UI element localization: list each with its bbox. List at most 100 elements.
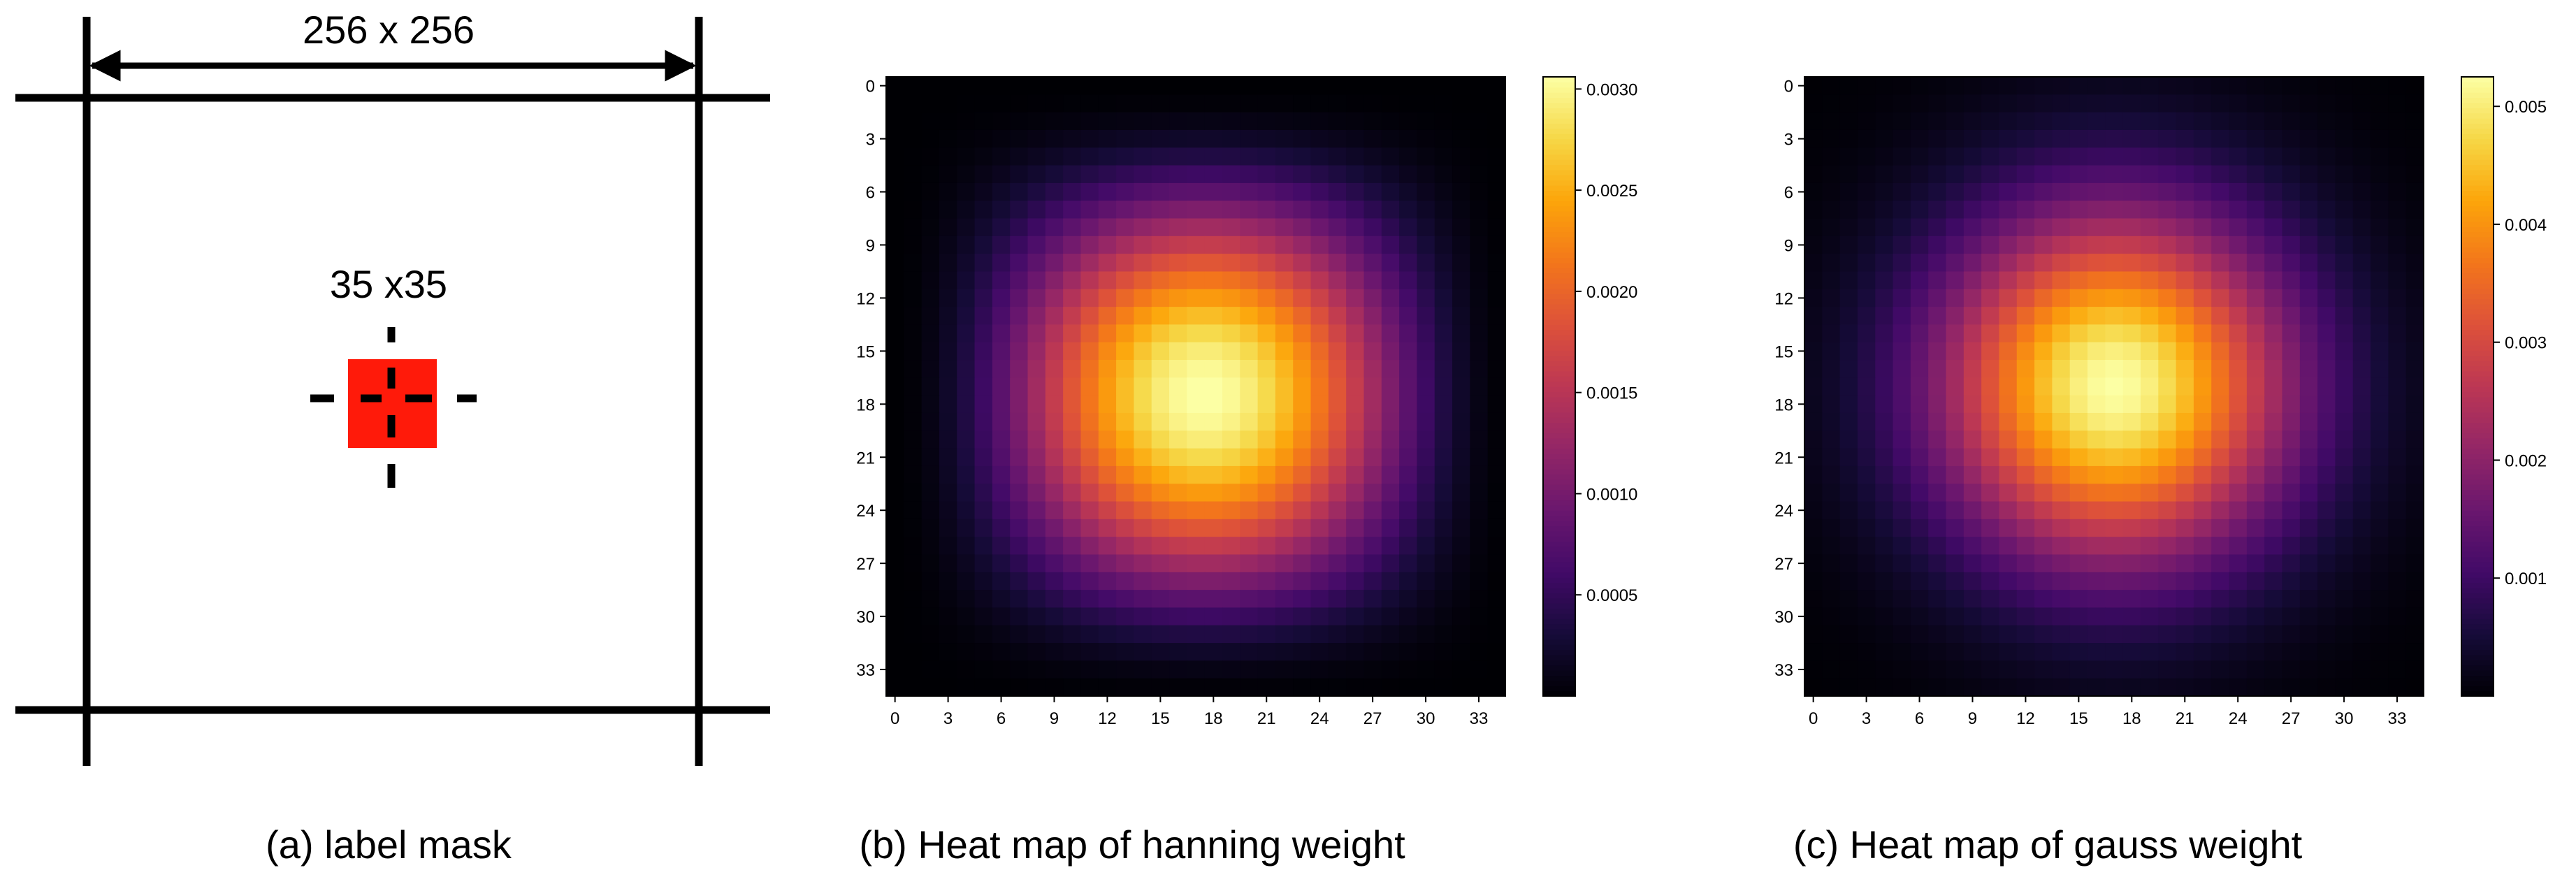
hanning-cell xyxy=(904,254,922,273)
hanning-cell xyxy=(1470,377,1489,396)
gauss-cell xyxy=(2282,377,2301,396)
gauss-cell xyxy=(1839,465,1858,484)
gauss-y-tick-label: 0 xyxy=(1784,78,1793,96)
gauss-cell xyxy=(1946,590,1964,609)
gauss-cell xyxy=(2371,165,2389,184)
gauss-cell xyxy=(1981,289,2000,307)
hanning-cell xyxy=(1187,324,1206,343)
gauss-cell xyxy=(2299,254,2318,273)
hanning-y-tick-label: 0 xyxy=(866,78,875,96)
hanning-cell xyxy=(1434,395,1453,414)
gauss-colorbar-tick-label: 0.003 xyxy=(2505,334,2547,353)
gauss-cell xyxy=(2122,77,2141,95)
hanning-cell xyxy=(904,77,922,95)
gauss-cell xyxy=(1963,537,1982,556)
gauss-cell xyxy=(2352,625,2371,644)
gauss-cell xyxy=(1946,643,1964,661)
hanning-cell xyxy=(957,307,976,325)
hanning-cell xyxy=(1027,625,1046,644)
hanning-cell xyxy=(1381,590,1400,609)
gauss-cell xyxy=(1981,448,2000,467)
gauss-cell xyxy=(2158,77,2177,95)
gauss-cell xyxy=(2335,254,2354,273)
gauss-cell xyxy=(1893,324,1911,343)
hanning-cell xyxy=(1169,678,1187,697)
hanning-cell xyxy=(921,94,940,113)
gauss-cell xyxy=(2264,412,2283,431)
gauss-cell xyxy=(2371,307,2389,325)
gauss-cell xyxy=(2193,465,2212,484)
hanning-colorbar-segment xyxy=(1543,391,1575,398)
hanning-cell xyxy=(1399,678,1418,697)
gauss-cell xyxy=(1981,360,2000,378)
hanning-cell xyxy=(1204,271,1223,290)
gauss-cell xyxy=(1981,201,2000,219)
hanning-cell xyxy=(1116,129,1134,148)
gauss-cell xyxy=(1839,590,1858,609)
gauss-colorbar-segment xyxy=(2461,180,2494,186)
gauss-cell xyxy=(1893,236,1911,254)
gauss-cell xyxy=(2193,678,2212,697)
gauss-cell xyxy=(2069,218,2088,237)
hanning-cell xyxy=(939,94,957,113)
gauss-cell xyxy=(2016,360,2035,378)
gauss-y-tick-label: 33 xyxy=(1774,661,1793,680)
gauss-cell xyxy=(1963,112,1982,131)
hanning-cell xyxy=(974,501,993,520)
hanning-cell xyxy=(1151,77,1170,95)
gauss-cell xyxy=(2193,112,2212,131)
gauss-cell xyxy=(1893,182,1911,201)
hanning-cell xyxy=(904,412,922,431)
hanning-colorbar-segment xyxy=(1543,546,1575,552)
gauss-colorbar-segment xyxy=(2461,345,2494,351)
hanning-cell xyxy=(1470,289,1489,307)
gauss-colorbar-segment xyxy=(2461,618,2494,625)
hanning-cell xyxy=(992,590,1011,609)
gauss-cell xyxy=(2034,465,2053,484)
hanning-cell xyxy=(886,484,904,502)
hanning-cell xyxy=(1169,112,1187,131)
hanning-cell xyxy=(1381,165,1400,184)
hanning-cell xyxy=(1275,129,1294,148)
gauss-cell xyxy=(2176,307,2194,325)
hanning-cell xyxy=(1417,307,1435,325)
gauss-cell xyxy=(2371,430,2389,449)
gauss-cell xyxy=(1893,201,1911,219)
gauss-cell xyxy=(1893,147,1911,166)
gauss-cell xyxy=(2317,218,2336,237)
gauss-cell xyxy=(2016,271,2035,290)
hanning-cell xyxy=(1222,678,1240,697)
hanning-cell xyxy=(957,412,976,431)
hanning-cell xyxy=(1098,395,1117,414)
hanning-cell xyxy=(1187,484,1206,502)
hanning-cell xyxy=(1134,147,1152,166)
gauss-cell xyxy=(1875,182,1894,201)
hanning-cell xyxy=(904,324,922,343)
hanning-cell xyxy=(992,501,1011,520)
hanning-cell xyxy=(1257,360,1276,378)
gauss-cell xyxy=(2122,324,2141,343)
hanning-cell xyxy=(1310,678,1329,697)
gauss-cell xyxy=(2388,484,2407,502)
gauss-cell xyxy=(2105,430,2124,449)
gauss-colorbar-segment xyxy=(2461,113,2494,119)
gauss-cell xyxy=(2034,289,2053,307)
hanning-cell xyxy=(939,342,957,361)
gauss-cell xyxy=(2282,590,2301,609)
gauss-cell xyxy=(1822,395,1841,414)
hanning-cell xyxy=(1240,236,1259,254)
gauss-colorbar-segment xyxy=(2461,402,2494,408)
gauss-cell xyxy=(2299,129,2318,148)
gauss-cell xyxy=(2405,324,2424,343)
hanning-cell xyxy=(886,625,904,644)
gauss-cell xyxy=(2388,254,2407,273)
hanning-colorbar-segment xyxy=(1543,634,1575,640)
gauss-cell xyxy=(2371,465,2389,484)
gauss-cell xyxy=(1981,147,2000,166)
gauss-colorbar-tick-label: 0.004 xyxy=(2505,216,2547,235)
hanning-cell xyxy=(1487,360,1506,378)
gauss-cell xyxy=(2034,412,2053,431)
gauss-cell xyxy=(2140,165,2159,184)
hanning-cell xyxy=(1204,324,1223,343)
hanning-cell xyxy=(1381,412,1400,431)
